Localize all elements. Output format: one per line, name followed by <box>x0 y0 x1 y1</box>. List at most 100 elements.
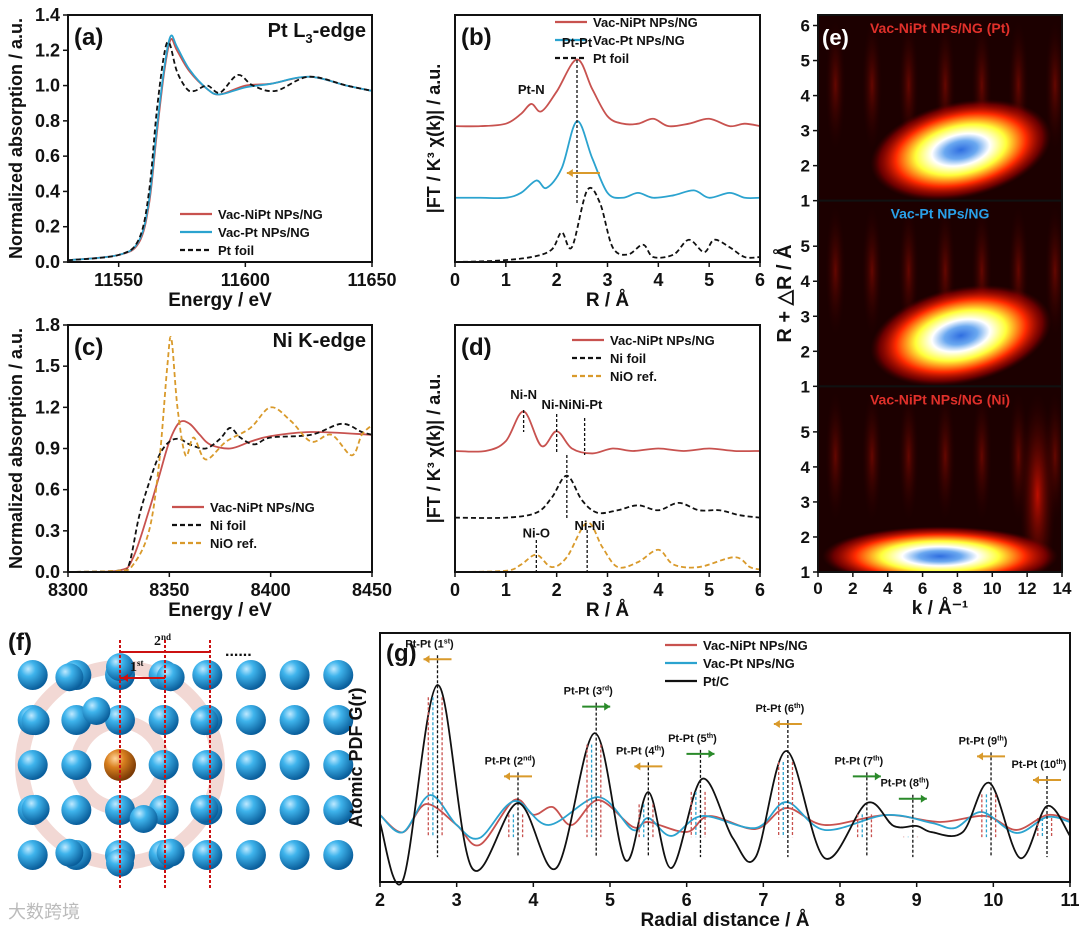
series-vac-nipt-nps-ng <box>454 58 761 128</box>
label-sup: th <box>919 778 926 785</box>
arrowhead-icon <box>423 655 430 664</box>
y-tick-label: 0.4 <box>35 181 60 201</box>
panel-label: (d) <box>461 334 492 361</box>
y-tick-label: 0.9 <box>35 439 60 459</box>
label-main: Pt-Pt (1 <box>405 638 444 650</box>
series-vac-nipt-nps-ng <box>454 410 761 455</box>
y-axis-label: Normalized absorption / a.u. <box>6 328 26 569</box>
panel-f: (f) 1st 2nd...... 大数跨境 <box>8 629 354 923</box>
panel-title: Pt L3-edge <box>268 20 366 46</box>
arrowhead-icon <box>504 772 510 781</box>
y-tick-label: 1 <box>801 192 810 211</box>
subplot-title: Vac-NiPt NPs/NG (Ni) <box>870 391 1010 407</box>
y-tick-label: 2 <box>801 157 810 176</box>
heatmap-streak <box>1045 205 1062 336</box>
x-tick-label: 8 <box>835 890 845 910</box>
plot-frame <box>379 632 1071 883</box>
legend-label: Vac-NiPt NPs/NG <box>593 15 698 30</box>
pt-atom <box>156 663 185 692</box>
arrowhead-icon <box>977 752 984 761</box>
label-main: 2 <box>154 634 161 649</box>
legend-label: Vac-Pt NPs/NG <box>218 225 310 240</box>
x-tick-label: 0 <box>450 270 460 290</box>
pt-atom <box>190 707 219 736</box>
x-axis-label: R / Å <box>586 600 630 621</box>
label-close: ) <box>801 703 805 715</box>
pt-atom <box>279 840 310 870</box>
label-close: ) <box>450 638 454 650</box>
y-axis-label: Normalized absorption / a.u. <box>6 18 26 259</box>
series-nio-ref- <box>454 521 761 573</box>
peak-label: Pt-Pt (8th) <box>880 778 929 790</box>
x-tick-label: 11600 <box>221 270 270 290</box>
y-axis-label: |FT / K³ χ(k)| / a.u. <box>424 374 444 523</box>
label-close: ) <box>880 755 884 767</box>
x-tick-label: 11 <box>1060 890 1079 910</box>
y-tick-label: 0.2 <box>35 217 60 237</box>
heatmap-streak <box>935 391 956 522</box>
legend-label: NiO ref. <box>610 369 657 384</box>
panel-title: Ni K-edge <box>273 330 366 352</box>
plot-frame <box>454 14 761 263</box>
arrowhead-icon <box>634 762 641 771</box>
series-vac-pt-nps-ng <box>379 794 1071 840</box>
heatmap-streak <box>825 20 846 151</box>
label-main: Pt-Pt (3 <box>564 686 603 698</box>
pt-atom <box>17 750 48 780</box>
y-tick-label: 3 <box>801 307 810 326</box>
x-tick-label: 4 <box>528 890 538 910</box>
y-tick-label: 2 <box>801 528 810 547</box>
heatmap-peak <box>870 284 1052 387</box>
heatmap-streak <box>862 205 883 336</box>
heatmap-streak <box>862 20 883 151</box>
pt-atom <box>323 795 354 825</box>
label-sup: th <box>707 733 714 740</box>
y-tick-label: 0.0 <box>35 562 60 582</box>
y-tick-label: 6 <box>801 17 810 36</box>
y-tick-label: 5 <box>801 237 810 256</box>
x-tick-label: 7 <box>758 890 768 910</box>
first-shell-label: 1st <box>130 658 144 675</box>
pt-atom <box>148 750 179 780</box>
x-tick-label: 0 <box>813 579 822 598</box>
label-main: Pt-Pt (4 <box>616 745 655 757</box>
pt-atom <box>279 750 310 780</box>
series-nio-ref- <box>67 336 373 573</box>
x-tick-label: 2 <box>552 270 562 290</box>
x-axis-label: R / Å <box>586 290 630 311</box>
legend-label: Vac-Pt NPs/NG <box>703 656 795 671</box>
y-tick-label: 5 <box>801 423 810 442</box>
y-axis-label: |FT / K³ χ(k)| / a.u. <box>424 64 444 213</box>
panel-label: (b) <box>461 24 492 51</box>
y-tick-label: 1 <box>801 377 810 396</box>
heatmap-peak <box>822 526 1058 573</box>
peak-label: Ni-Pt <box>572 397 603 412</box>
peak-label: Pt-Pt (7th) <box>834 755 883 767</box>
legend-label: Vac-Pt NPs/NG <box>593 33 685 48</box>
legend-label: Vac-NiPt NPs/NG <box>218 207 323 222</box>
pt-atom <box>61 795 92 825</box>
y-tick-label: 0.3 <box>35 521 60 541</box>
label-sup: th <box>794 703 801 710</box>
panel-label: (e) <box>822 25 849 50</box>
y-tick-label: 5 <box>801 52 810 71</box>
panel-g: 2 3 4 5 6 7 8 9 10 11 Radial distance / Å Atomic PD… <box>346 632 1080 931</box>
peak-label: Pt-Pt (5th) <box>668 733 717 745</box>
watermark: 大数跨境 <box>8 902 80 923</box>
y-tick-label: 0.0 <box>35 252 60 272</box>
y-tick-label: 1.2 <box>35 397 60 417</box>
x-tick-label: 8400 <box>251 580 291 600</box>
peak-label: Pt-Pt (1st) <box>405 638 454 650</box>
label-sup: th <box>1056 759 1063 766</box>
arrowhead-icon <box>874 772 881 781</box>
y-tick-label: 1.0 <box>35 76 60 96</box>
panel-label: (f) <box>8 629 32 656</box>
label-main: Pt-Pt (8 <box>880 778 919 790</box>
legend-label: Vac-NiPt NPs/NG <box>210 500 315 515</box>
subplot-title: Vac-NiPt NPs/NG (Pt) <box>870 20 1010 36</box>
y-axis-label: Atomic PDF G(r) <box>346 687 366 827</box>
peak-label: Ni-O <box>523 525 550 540</box>
heatmap-subplot: Vac-NiPt NPs/NG (Ni) 1 2 3 4 5 <box>801 385 1063 582</box>
peak-label: Ni-Ni <box>575 518 605 533</box>
